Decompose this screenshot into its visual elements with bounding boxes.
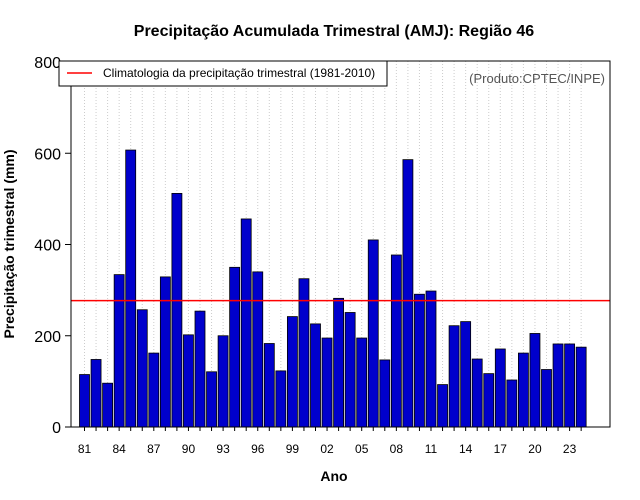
bar-85 xyxy=(125,149,137,428)
y-tick-label: 200 xyxy=(34,329,61,346)
x-tick-label: 93 xyxy=(216,442,230,456)
x-tick-label: 90 xyxy=(182,442,196,456)
bars xyxy=(79,149,587,428)
y-axis: 0 200 400 600 800 xyxy=(34,55,71,437)
x-tick-label: 20 xyxy=(528,442,542,456)
bar-95 xyxy=(240,218,252,428)
vertical-grid xyxy=(84,61,582,427)
x-tick-label: 11 xyxy=(425,442,438,456)
x-tick-label: 84 xyxy=(112,442,126,456)
y-tick-label: 400 xyxy=(34,238,61,255)
x-tick-label: 05 xyxy=(355,442,369,456)
bar-97 xyxy=(263,343,275,428)
bar-10 xyxy=(414,293,425,428)
bar-01 xyxy=(310,323,321,428)
x-tick-label: 81 xyxy=(78,442,92,456)
bar-04 xyxy=(344,312,356,428)
bar-06 xyxy=(367,239,379,428)
x-axis: 81 84 87 90 93 96 99 02 05 08 11 14 17 20 23 xyxy=(78,427,582,456)
bar-17 xyxy=(494,348,506,428)
bar-94 xyxy=(229,266,241,428)
x-tick-label: 02 xyxy=(320,442,334,456)
bar-15 xyxy=(471,358,483,428)
bar-81 xyxy=(79,374,90,428)
bar-24 xyxy=(575,346,587,428)
bar-20 xyxy=(529,333,541,428)
bar-99 xyxy=(286,316,298,428)
bar-05 xyxy=(356,337,368,428)
y-tick-label: 600 xyxy=(34,146,61,163)
bar-13 xyxy=(448,325,460,428)
bar-98 xyxy=(275,370,287,428)
bar-91 xyxy=(194,310,206,428)
x-tick-label: 14 xyxy=(459,442,473,456)
legend: Climatologia da precipitação trimestral … xyxy=(58,60,388,87)
bar-23 xyxy=(564,343,575,428)
bar-87 xyxy=(148,352,160,428)
x-tick-label: 17 xyxy=(494,442,508,456)
bar-12 xyxy=(437,384,448,428)
bar-02 xyxy=(321,337,333,428)
bar-96 xyxy=(252,271,264,428)
y-axis-label: Precipitação trimestral (mm) xyxy=(1,149,17,338)
x-tick-label: 23 xyxy=(563,442,577,456)
x-tick-label: 96 xyxy=(251,442,265,456)
legend-box xyxy=(58,60,388,87)
x-tick-label: 08 xyxy=(390,442,404,456)
bar-90 xyxy=(183,334,194,428)
bar-88 xyxy=(159,276,171,428)
bar-21 xyxy=(541,369,552,428)
bar-18 xyxy=(506,379,518,428)
bar-16 xyxy=(483,373,495,428)
chart-title: Precipitação Acumulada Trimestral (AMJ):… xyxy=(134,23,535,40)
bar-08 xyxy=(390,254,402,428)
bar-93 xyxy=(217,335,229,428)
bar-84 xyxy=(113,274,125,428)
y-tick-label: 800 xyxy=(34,55,61,72)
bar-09 xyxy=(402,159,414,428)
bar-11 xyxy=(425,290,437,428)
x-axis-label: Ano xyxy=(320,468,347,484)
x-tick-label: 87 xyxy=(147,442,161,456)
bar-03 xyxy=(333,297,345,428)
legend-label: Climatologia da precipitação trimestral … xyxy=(103,66,375,80)
bar-14 xyxy=(460,321,472,428)
bar-86 xyxy=(136,309,148,428)
bar-92 xyxy=(206,371,217,428)
x-tick-label: 99 xyxy=(286,442,300,456)
bar-82 xyxy=(90,359,102,428)
bar-19 xyxy=(518,352,529,428)
bar-89 xyxy=(171,192,183,428)
bar-83 xyxy=(102,382,113,428)
bar-22 xyxy=(552,343,564,428)
bar-07 xyxy=(379,359,391,428)
source-label: (Produto:CPTEC/INPE) xyxy=(469,71,605,86)
y-tick-label: 0 xyxy=(52,420,61,437)
